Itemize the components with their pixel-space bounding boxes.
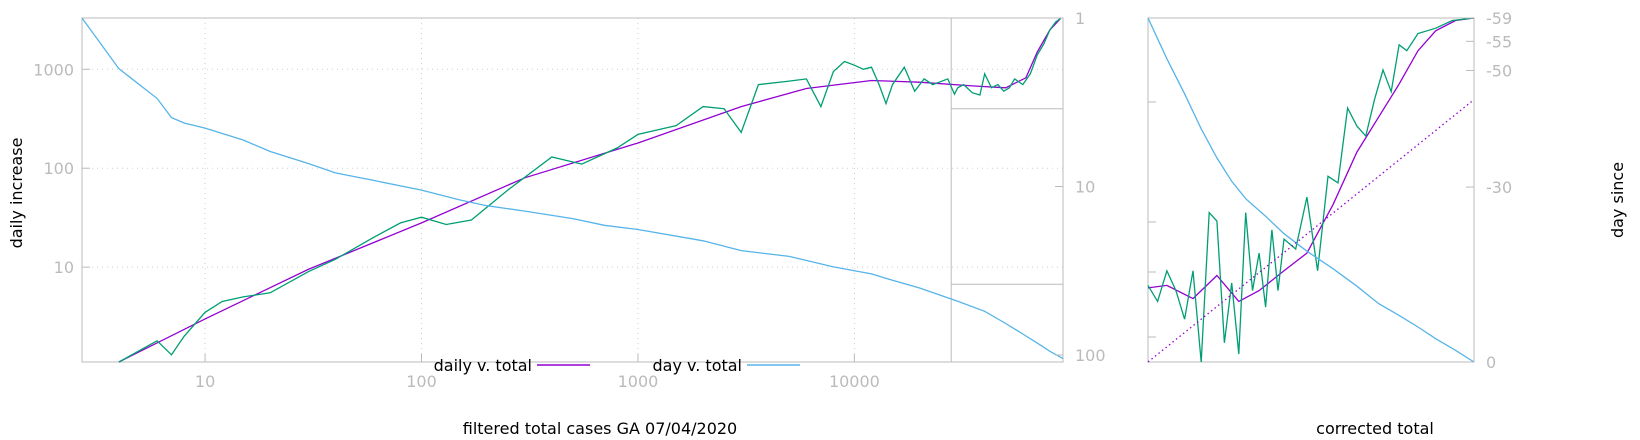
x-tick-label: 100 <box>406 372 437 391</box>
inset-frame-rect <box>1147 17 1475 363</box>
inset-series-line-1 <box>1147 17 1475 363</box>
main-series-line-1 <box>118 17 1062 363</box>
y2-tick-label: -30 <box>1486 178 1512 197</box>
inset-series-line-2 <box>1147 17 1475 363</box>
inset-plot-frame <box>1147 17 1475 363</box>
legend-label-daily: daily v. total <box>434 356 532 375</box>
y2-axis-title: day since <box>1608 162 1627 238</box>
main-frame-rect <box>81 17 1064 363</box>
y2-tick-label: 0 <box>1486 353 1496 372</box>
y2-tick-label: -59 <box>1486 9 1512 28</box>
main-grid <box>82 18 1063 362</box>
x-tick-label: 1000 <box>618 372 659 391</box>
y2-tick-label: -50 <box>1486 61 1512 80</box>
inset-series-line-3 <box>1147 99 1475 363</box>
inset-x-axis-title: corrected total <box>1316 419 1434 438</box>
y-tick-label: 10 <box>54 258 74 277</box>
y2-tick-label: 10 <box>1075 178 1095 197</box>
main-series-group <box>81 17 1064 363</box>
main-ticks: 10 100 1000 10000 10 100 1000 1 10 100 <box>33 9 1105 391</box>
main-plot-frame <box>81 17 1064 363</box>
inset-series-line-0 <box>1147 17 1475 303</box>
y-tick-label: 1000 <box>33 60 74 79</box>
zoom-region-indicator <box>950 18 1063 362</box>
y2-tick-label: 1 <box>1075 9 1085 28</box>
y-axis-title: daily increase <box>7 138 26 249</box>
legend: daily v. total day v. total <box>434 356 800 375</box>
inset-ticks: -59 -55 -50 -30 0 <box>1148 9 1512 372</box>
y2-tick-label: 100 <box>1075 346 1106 365</box>
x-tick-label: 10 <box>195 372 215 391</box>
main-series-line-2 <box>81 17 1064 360</box>
legend-label-day: day v. total <box>653 356 743 375</box>
inset-series-group <box>1147 17 1475 363</box>
y-tick-label: 100 <box>43 159 74 178</box>
main-series-line-0 <box>118 17 1062 363</box>
x-tick-label: 10000 <box>829 372 880 391</box>
x-axis-title: filtered total cases GA 07/04/2020 <box>463 419 737 438</box>
y2-tick-label: -55 <box>1486 32 1512 51</box>
